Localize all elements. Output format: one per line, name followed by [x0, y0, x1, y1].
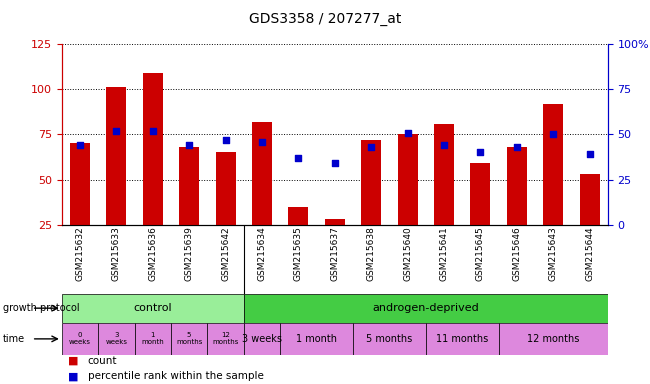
- Point: [220, 137, 231, 143]
- Text: GSM215646: GSM215646: [512, 226, 521, 281]
- Text: GSM215636: GSM215636: [148, 226, 157, 281]
- Text: androgen-deprived: androgen-deprived: [372, 303, 479, 313]
- Bar: [98, 323, 135, 355]
- Point: [366, 144, 376, 150]
- Point: [330, 160, 340, 166]
- Text: 3
weeks: 3 weeks: [105, 333, 127, 345]
- Bar: [434, 124, 454, 225]
- Text: 5 months: 5 months: [366, 334, 413, 344]
- Bar: [244, 294, 608, 323]
- Point: [148, 128, 158, 134]
- Text: control: control: [133, 303, 172, 313]
- Text: 3 weeks: 3 weeks: [242, 334, 282, 344]
- Text: count: count: [88, 356, 117, 366]
- Bar: [107, 88, 126, 225]
- Bar: [70, 144, 90, 225]
- Bar: [280, 323, 353, 355]
- Text: 5
months: 5 months: [176, 333, 202, 345]
- Text: 0
weeks: 0 weeks: [69, 333, 91, 345]
- Text: GSM215632: GSM215632: [75, 226, 84, 281]
- Text: ■: ■: [68, 371, 79, 381]
- Text: 1 month: 1 month: [296, 334, 337, 344]
- Bar: [471, 163, 490, 225]
- Text: growth protocol: growth protocol: [3, 303, 80, 313]
- Text: 11 months: 11 months: [436, 334, 488, 344]
- Bar: [179, 147, 199, 225]
- Bar: [543, 104, 563, 225]
- Bar: [507, 147, 526, 225]
- Text: GSM215645: GSM215645: [476, 226, 485, 281]
- Bar: [499, 323, 608, 355]
- Text: time: time: [3, 334, 25, 344]
- Point: [257, 139, 267, 145]
- Bar: [62, 323, 98, 355]
- Text: ■: ■: [68, 356, 79, 366]
- Point: [439, 142, 449, 148]
- Bar: [361, 140, 381, 225]
- Bar: [62, 294, 244, 323]
- Text: GSM215639: GSM215639: [185, 226, 194, 281]
- Bar: [171, 323, 207, 355]
- Text: GSM215635: GSM215635: [294, 226, 303, 281]
- Text: GSM215643: GSM215643: [549, 226, 558, 281]
- Text: GDS3358 / 207277_at: GDS3358 / 207277_at: [249, 12, 401, 25]
- Point: [512, 144, 522, 150]
- Text: GSM215634: GSM215634: [257, 226, 266, 281]
- Point: [293, 155, 304, 161]
- Text: 12 months: 12 months: [527, 334, 579, 344]
- Text: 12
months: 12 months: [213, 333, 239, 345]
- Text: percentile rank within the sample: percentile rank within the sample: [88, 371, 264, 381]
- Bar: [143, 73, 162, 225]
- Bar: [207, 323, 244, 355]
- Bar: [244, 323, 280, 355]
- Point: [111, 128, 122, 134]
- Text: GSM215637: GSM215637: [330, 226, 339, 281]
- Bar: [252, 122, 272, 225]
- Point: [475, 149, 486, 156]
- Bar: [353, 323, 426, 355]
- Text: 1
month: 1 month: [142, 333, 164, 345]
- Point: [584, 151, 595, 157]
- Text: GSM215638: GSM215638: [367, 226, 376, 281]
- Point: [548, 131, 558, 137]
- Text: GSM215641: GSM215641: [439, 226, 448, 281]
- Point: [184, 142, 194, 148]
- Bar: [325, 219, 344, 225]
- Text: GSM215644: GSM215644: [585, 226, 594, 281]
- Bar: [216, 152, 235, 225]
- Bar: [580, 174, 599, 225]
- Point: [75, 142, 85, 148]
- Bar: [135, 323, 171, 355]
- Bar: [426, 323, 499, 355]
- Point: [402, 129, 413, 136]
- Text: GSM215640: GSM215640: [403, 226, 412, 281]
- Text: GSM215633: GSM215633: [112, 226, 121, 281]
- Bar: [398, 134, 417, 225]
- Text: GSM215642: GSM215642: [221, 226, 230, 281]
- Bar: [289, 207, 308, 225]
